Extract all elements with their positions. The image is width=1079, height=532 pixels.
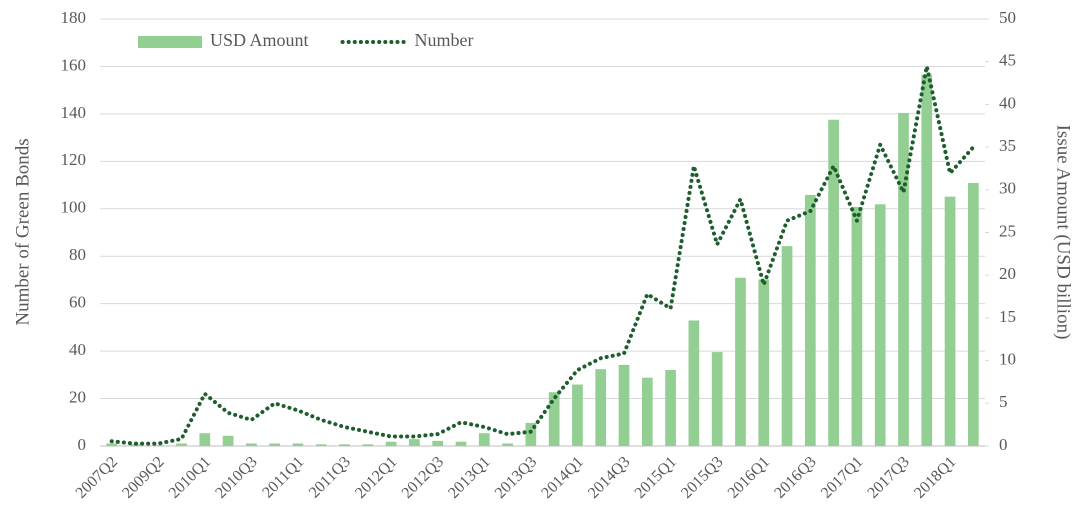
bar [758, 279, 770, 446]
bar [898, 112, 909, 446]
bar [478, 433, 490, 446]
bar [572, 384, 583, 446]
bar [246, 443, 257, 446]
y-tick-label: 60 [69, 293, 86, 312]
y2-axis-title: Issue Amount (USD billion) [1053, 125, 1074, 340]
y-tick-label: 40 [69, 340, 86, 359]
y-tick-label: 80 [69, 245, 86, 264]
line [109, 66, 976, 446]
y-tick-label: 100 [61, 198, 87, 217]
y2-tick-label: 10 [999, 350, 1016, 369]
bar [641, 377, 653, 446]
bar [106, 443, 118, 446]
x-tick-label: 2016Q1 [725, 453, 773, 501]
y2-tick-label: 35 [999, 136, 1016, 155]
bar [176, 443, 187, 446]
bar [455, 441, 467, 446]
bar [432, 440, 444, 446]
x-tick-label: 2017Q3 [864, 453, 912, 501]
bar [595, 369, 607, 446]
y2-tick-label: 0 [999, 435, 1008, 454]
bar [222, 435, 234, 446]
y2-tick-label: 50 [999, 8, 1016, 27]
y2-tick-label: 15 [999, 307, 1016, 326]
bar [502, 443, 513, 446]
x-tick-label: 2017Q1 [818, 453, 866, 501]
bar [362, 444, 374, 446]
x-tick-label: 2007Q2 [73, 453, 121, 501]
x-tick-label: 2011Q1 [259, 453, 307, 501]
y2-tick-label: 25 [999, 221, 1016, 240]
y-axis-title: Number of Green Bonds [12, 138, 33, 325]
bar [385, 441, 397, 446]
x-tick-label: 2014Q1 [538, 453, 586, 501]
bar [967, 182, 979, 446]
bar [315, 444, 327, 446]
bar [711, 352, 723, 446]
bar [339, 444, 350, 446]
bar [735, 277, 746, 446]
x-tick-label: 2010Q3 [212, 453, 260, 501]
bar [665, 369, 676, 446]
legend-label: Number [415, 30, 474, 50]
y2-tick-label: 45 [999, 51, 1016, 70]
x-tick-label: 2010Q1 [166, 453, 214, 501]
x-tick-label: 2013Q1 [445, 453, 493, 501]
bar [618, 364, 630, 446]
bar [804, 194, 816, 446]
bar [944, 196, 956, 446]
bar [851, 206, 863, 446]
legend-label: USD Amount [210, 30, 309, 50]
x-tick-label: 2012Q3 [399, 453, 447, 501]
y2-tick-label: 40 [999, 93, 1016, 112]
bar [292, 443, 304, 446]
y-tick-label: 140 [61, 103, 87, 122]
bar [921, 74, 933, 446]
x-tick-label: 2016Q3 [771, 453, 819, 501]
bar [269, 443, 281, 446]
y2-tick-label: 5 [999, 392, 1008, 411]
bar [199, 433, 211, 446]
bar [688, 320, 700, 446]
x-tick-label: 2013Q3 [492, 453, 540, 501]
y-tick-label: 0 [78, 435, 87, 454]
bar [525, 422, 537, 446]
x-tick-label: 2009Q2 [119, 453, 167, 501]
x-tick-label: 2015Q3 [678, 453, 726, 501]
y-tick-label: 20 [69, 387, 86, 406]
bar [152, 445, 164, 446]
x-tick-label: 2018Q1 [911, 453, 959, 501]
bar [781, 246, 793, 446]
legend-swatch [138, 36, 202, 48]
y-tick-label: 160 [61, 55, 87, 74]
y2-tick-label: 20 [999, 264, 1016, 283]
y2-tick-label: 30 [999, 179, 1016, 198]
y-tick-label: 120 [61, 150, 87, 169]
bar [548, 392, 560, 446]
x-tick-label: 2011Q3 [306, 453, 354, 501]
bar [828, 119, 839, 446]
bar [874, 204, 886, 446]
x-tick-label: 2014Q3 [585, 453, 633, 501]
x-tick-label: 2012Q1 [352, 453, 400, 501]
x-tick-label: 2015Q1 [632, 453, 680, 501]
y-tick-label: 180 [61, 8, 87, 27]
bar [409, 439, 420, 446]
